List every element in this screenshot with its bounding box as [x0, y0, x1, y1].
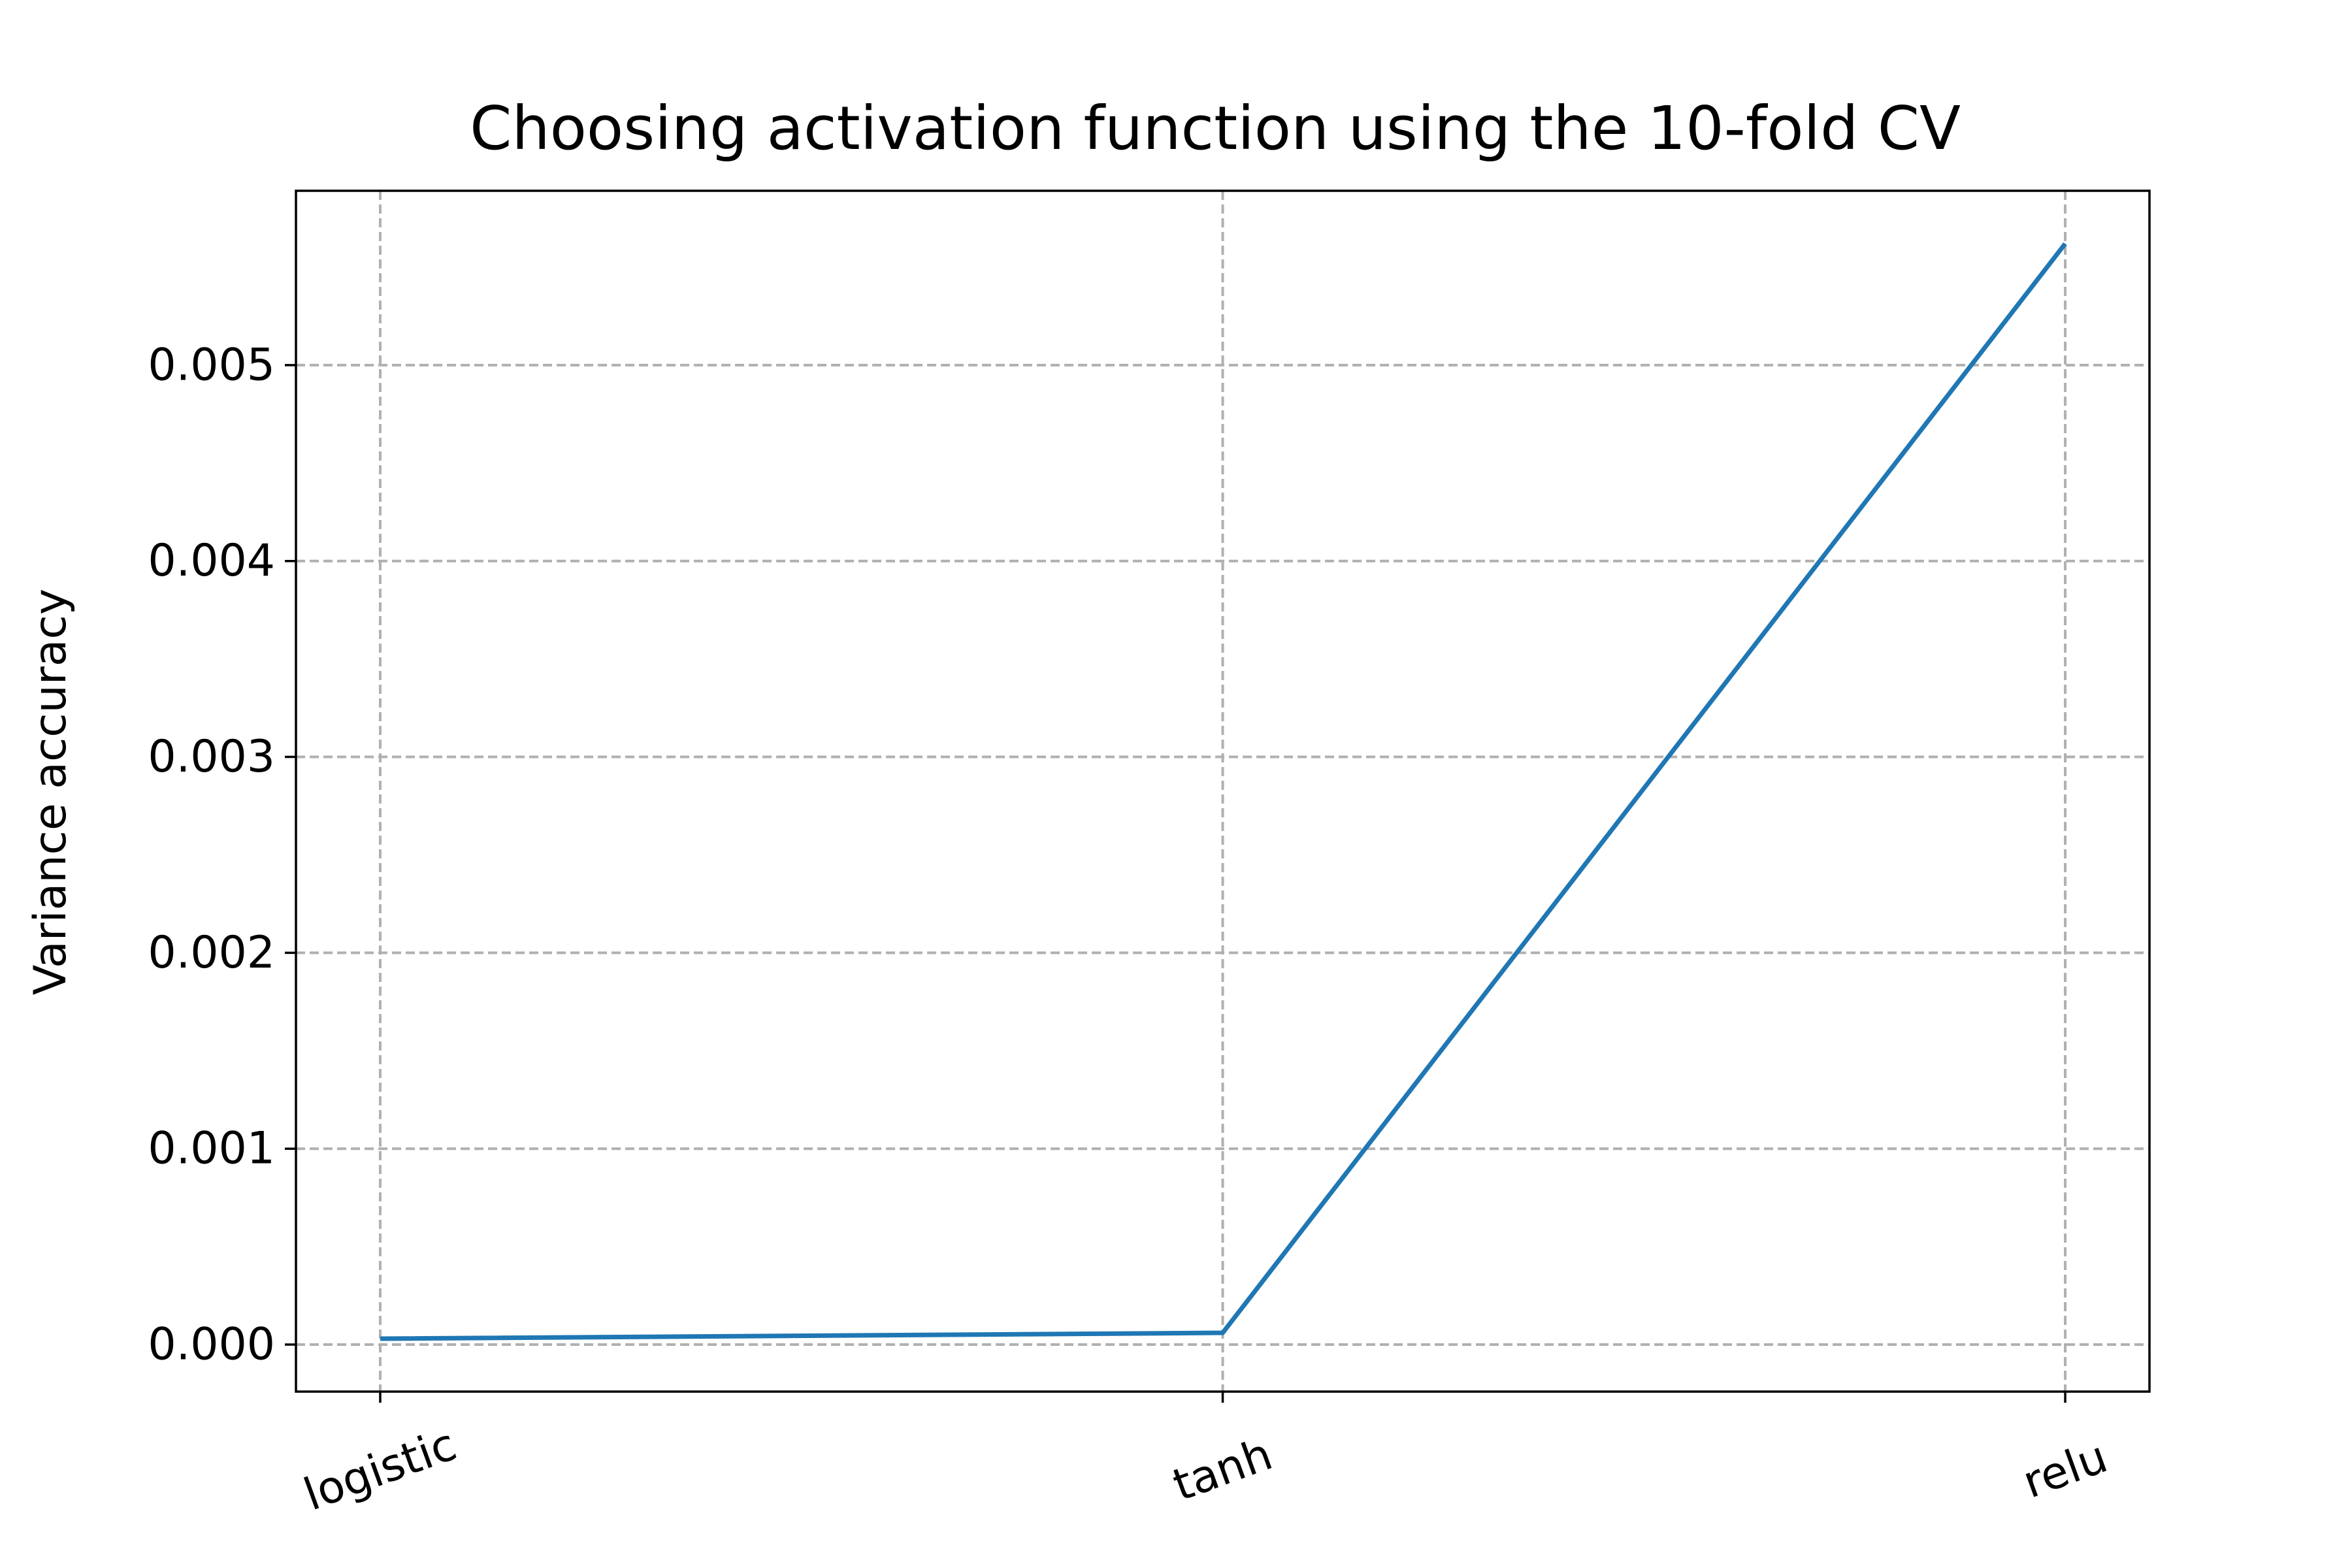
y-tick-label: 0.005 — [148, 339, 275, 391]
y-tick-label: 0.001 — [148, 1123, 275, 1175]
y-tick-label: 0.003 — [148, 731, 275, 783]
x-tick-label: relu — [2016, 1431, 2114, 1509]
y-axis-label: Variance accuracy — [25, 589, 76, 995]
x-tick-label: tanh — [1166, 1428, 1279, 1511]
y-tick-label: 0.002 — [148, 927, 275, 979]
series-line — [380, 242, 2067, 1341]
series-layer — [380, 242, 2067, 1341]
y-tick-label: 0.000 — [148, 1319, 275, 1371]
x-tick-label: logistic — [297, 1419, 463, 1522]
grid-layer — [296, 191, 2149, 1392]
chart-title: Choosing activation function using the 1… — [470, 93, 1961, 163]
y-tick-label: 0.004 — [148, 535, 275, 587]
